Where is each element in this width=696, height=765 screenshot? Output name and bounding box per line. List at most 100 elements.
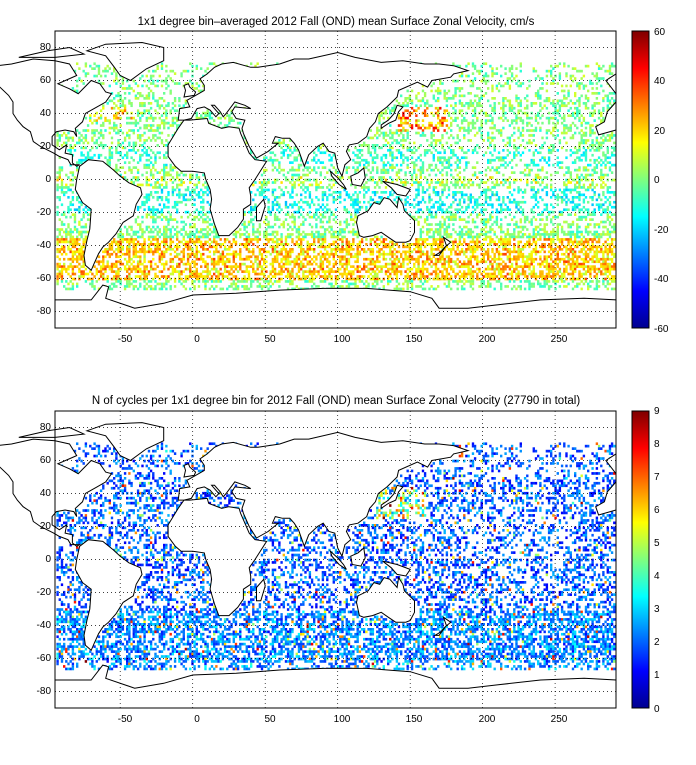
data-cell <box>393 156 396 160</box>
data-cell <box>271 193 275 197</box>
data-cell <box>141 245 144 249</box>
data-cell <box>302 173 305 177</box>
data-cell <box>563 89 566 93</box>
data-cell <box>204 220 207 224</box>
data-cell <box>484 168 488 172</box>
data-cell <box>495 183 499 187</box>
data-cell <box>595 62 599 66</box>
data-cell <box>280 233 283 236</box>
data-cell <box>332 243 335 246</box>
data-cell <box>428 210 431 214</box>
data-cell <box>495 72 499 75</box>
data-cell <box>584 121 588 125</box>
data-cell <box>589 79 592 83</box>
data-cell <box>110 99 114 103</box>
data-cell <box>552 238 555 241</box>
data-cell <box>117 129 120 132</box>
data-cell <box>308 223 312 226</box>
data-cell <box>354 168 357 172</box>
data-cell <box>195 230 198 234</box>
data-cell <box>428 223 431 226</box>
data-cell <box>321 191 325 194</box>
data-cell <box>391 131 394 135</box>
data-cell <box>315 183 318 187</box>
data-cell <box>356 161 359 164</box>
data-cell <box>595 233 599 236</box>
data-cell <box>286 243 290 246</box>
data-cell <box>332 235 335 239</box>
data-cell <box>569 74 572 78</box>
data-cell <box>423 102 427 105</box>
data-cell <box>345 208 348 212</box>
data-cell <box>202 220 205 224</box>
data-cell <box>165 235 168 239</box>
data-cell <box>537 114 540 117</box>
data-cell <box>547 111 551 115</box>
data-cell <box>465 119 468 122</box>
data-cell <box>132 146 135 150</box>
data-cell <box>82 240 85 244</box>
data-cell <box>382 245 385 249</box>
data-cell <box>119 84 122 88</box>
data-cell <box>204 213 207 216</box>
data-cell <box>602 97 605 100</box>
data-cell <box>376 245 379 249</box>
data-cell <box>574 116 577 120</box>
data-cell <box>495 171 499 174</box>
data-cell <box>291 166 294 169</box>
data-cell <box>315 235 318 239</box>
data-cell <box>69 149 72 152</box>
data-cell <box>167 235 170 239</box>
data-cell <box>273 240 277 244</box>
data-cell <box>547 156 551 160</box>
data-cell <box>108 163 111 167</box>
data-cell <box>147 235 151 239</box>
data-cell <box>473 94 477 98</box>
data-cell <box>491 89 494 93</box>
data-cell <box>550 203 553 207</box>
data-cell <box>613 223 616 226</box>
data-cell <box>610 92 614 95</box>
data-cell <box>180 74 183 78</box>
data-cell <box>213 225 216 229</box>
data-cell <box>195 240 198 244</box>
data-cell <box>193 218 196 221</box>
data-cell <box>434 111 438 115</box>
data-cell <box>558 223 562 226</box>
data-cell <box>487 166 490 169</box>
data-cell <box>495 178 499 182</box>
data-cell <box>454 181 457 184</box>
data-cell <box>484 62 488 66</box>
data-cell <box>280 243 283 246</box>
data-cell <box>84 136 88 140</box>
data-cell <box>556 134 559 137</box>
data-cell <box>65 136 68 140</box>
data-cell <box>402 126 405 130</box>
data-cell <box>437 97 440 100</box>
data-cell <box>191 84 194 88</box>
data-cell <box>276 240 279 244</box>
data-cell <box>58 230 61 234</box>
data-cell <box>130 238 133 241</box>
data-cell <box>508 176 512 179</box>
data-cell <box>450 144 453 147</box>
data-cell <box>443 188 446 192</box>
data-cell <box>489 188 492 192</box>
data-cell <box>597 235 601 239</box>
data-cell <box>539 87 542 90</box>
data-cell <box>65 141 68 145</box>
data-cell <box>602 139 605 142</box>
data-cell <box>280 156 283 160</box>
data-cell <box>156 144 159 147</box>
data-cell <box>437 114 440 117</box>
data-cell <box>402 146 405 150</box>
data-cell <box>606 139 609 142</box>
data-cell <box>321 161 325 164</box>
data-cell <box>508 161 512 164</box>
data-cell <box>354 230 357 234</box>
data-cell <box>565 245 568 249</box>
data-cell <box>136 109 140 113</box>
data-cell <box>180 220 183 224</box>
data-cell <box>286 235 290 239</box>
data-cell <box>263 243 266 246</box>
